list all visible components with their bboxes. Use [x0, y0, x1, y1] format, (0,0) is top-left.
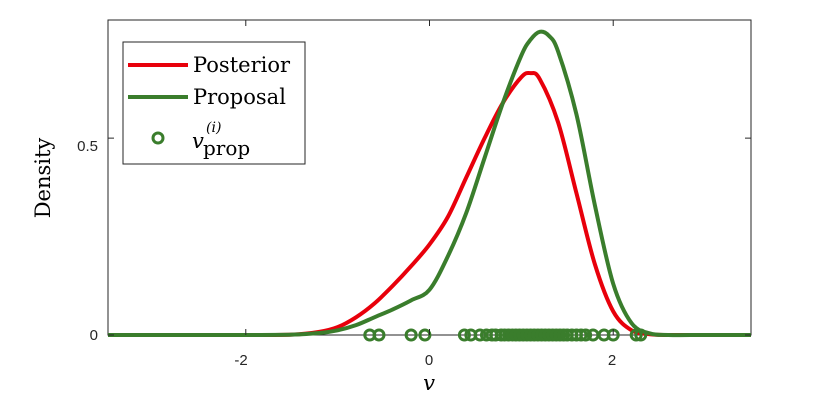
sample-point [579, 328, 593, 342]
y-axis-title: Density [31, 138, 55, 219]
sample-point [404, 328, 418, 342]
sample-point [629, 328, 643, 342]
x-axis-title: v [423, 371, 435, 395]
sample-point [473, 328, 487, 342]
ticks-layer [108, 20, 751, 336]
legend-sample-symbol: v [192, 129, 204, 153]
legend: Posterior Proposal v (i) prop [122, 41, 306, 165]
legend-box [122, 41, 306, 165]
x-tick-label: -2 [234, 352, 247, 369]
sample-point [634, 328, 648, 342]
legend-sample-marker [151, 131, 165, 145]
legend-sample-superscript: (i) [206, 120, 221, 136]
y-tick-label: 0.5 [77, 138, 98, 155]
x-tick-label: 2 [608, 352, 616, 369]
sample-point [574, 328, 588, 342]
curves-layer [108, 29, 751, 338]
proposal-curve [108, 29, 751, 338]
legend-posterior-label: Posterior [193, 53, 291, 77]
sample-point [372, 328, 386, 342]
x-tick-label: 0 [425, 352, 433, 369]
sample-point [457, 328, 471, 342]
legend-sample-subscript: prop [203, 136, 250, 160]
legend-proposal-label: Proposal [193, 85, 286, 109]
y-tick-label: 0 [90, 327, 98, 344]
samples-layer [363, 328, 648, 342]
